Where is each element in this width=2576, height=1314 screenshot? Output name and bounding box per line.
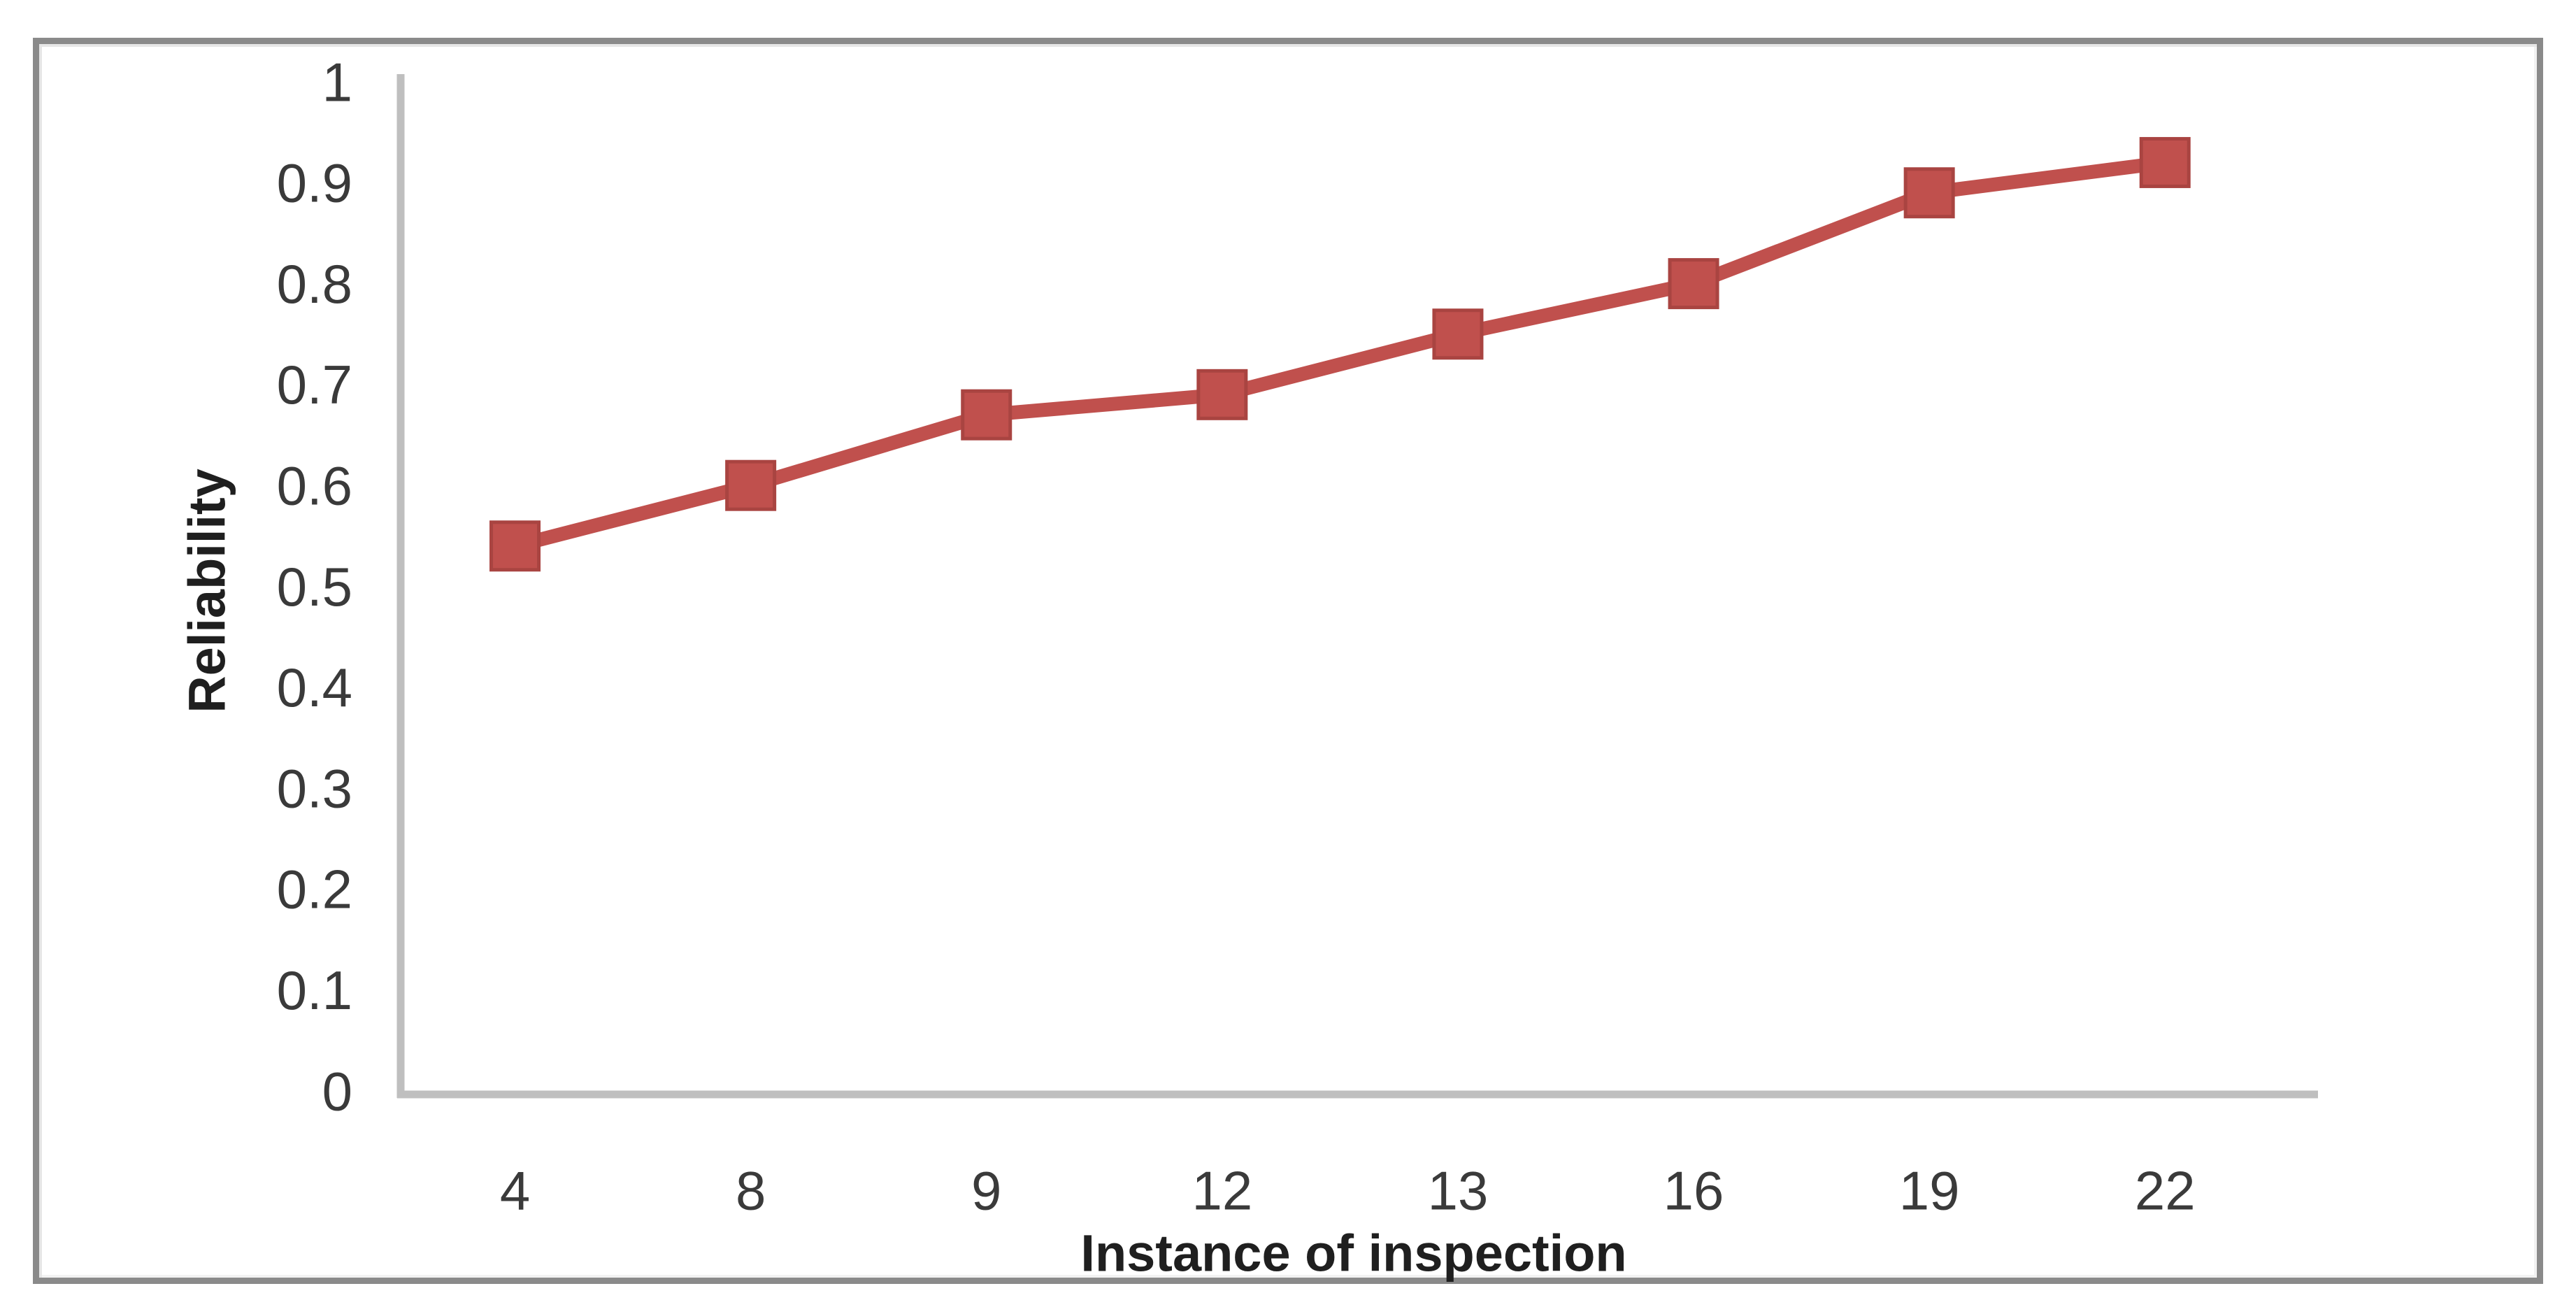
y-tick-label: 0.4 [277,657,352,718]
data-point-marker [1432,308,1484,360]
x-tick-label: 8 [736,1159,766,1221]
y-tick-label: 0.9 [277,152,352,214]
data-point-marker [1196,369,1248,420]
x-tick-label: 13 [1428,1159,1489,1221]
data-point-marker [489,520,541,572]
y-tick-label: 0.3 [277,757,352,819]
x-tick-label: 16 [1663,1159,1724,1221]
x-axis-title: Instance of inspection [1080,1224,1627,1283]
y-tick-label: 0 [322,1060,352,1122]
y-tick-label: 0.8 [277,253,352,315]
y-tick-label: 0.7 [277,354,352,415]
y-tick-label: 1 [322,51,352,113]
y-tick-label: 0.5 [277,556,352,617]
series-line [513,155,2166,553]
y-axis-title: Reliability [178,469,236,713]
x-tick-label: 9 [971,1159,1001,1221]
y-tick-label: 0.2 [277,859,352,920]
data-point-marker [1668,258,1719,310]
chart-border [33,38,2543,1284]
x-tick-label: 12 [1192,1159,1252,1221]
data-point-marker [725,459,777,511]
x-tick-label: 22 [2135,1159,2196,1221]
data-point-marker [2139,136,2191,188]
data-point-marker [961,389,1012,441]
x-tick-label: 4 [500,1159,530,1221]
y-tick-label: 0.1 [277,959,352,1021]
x-tick-label: 19 [1899,1159,1960,1221]
y-tick-label: 0.6 [277,455,352,517]
data-point-marker [1903,167,1955,219]
